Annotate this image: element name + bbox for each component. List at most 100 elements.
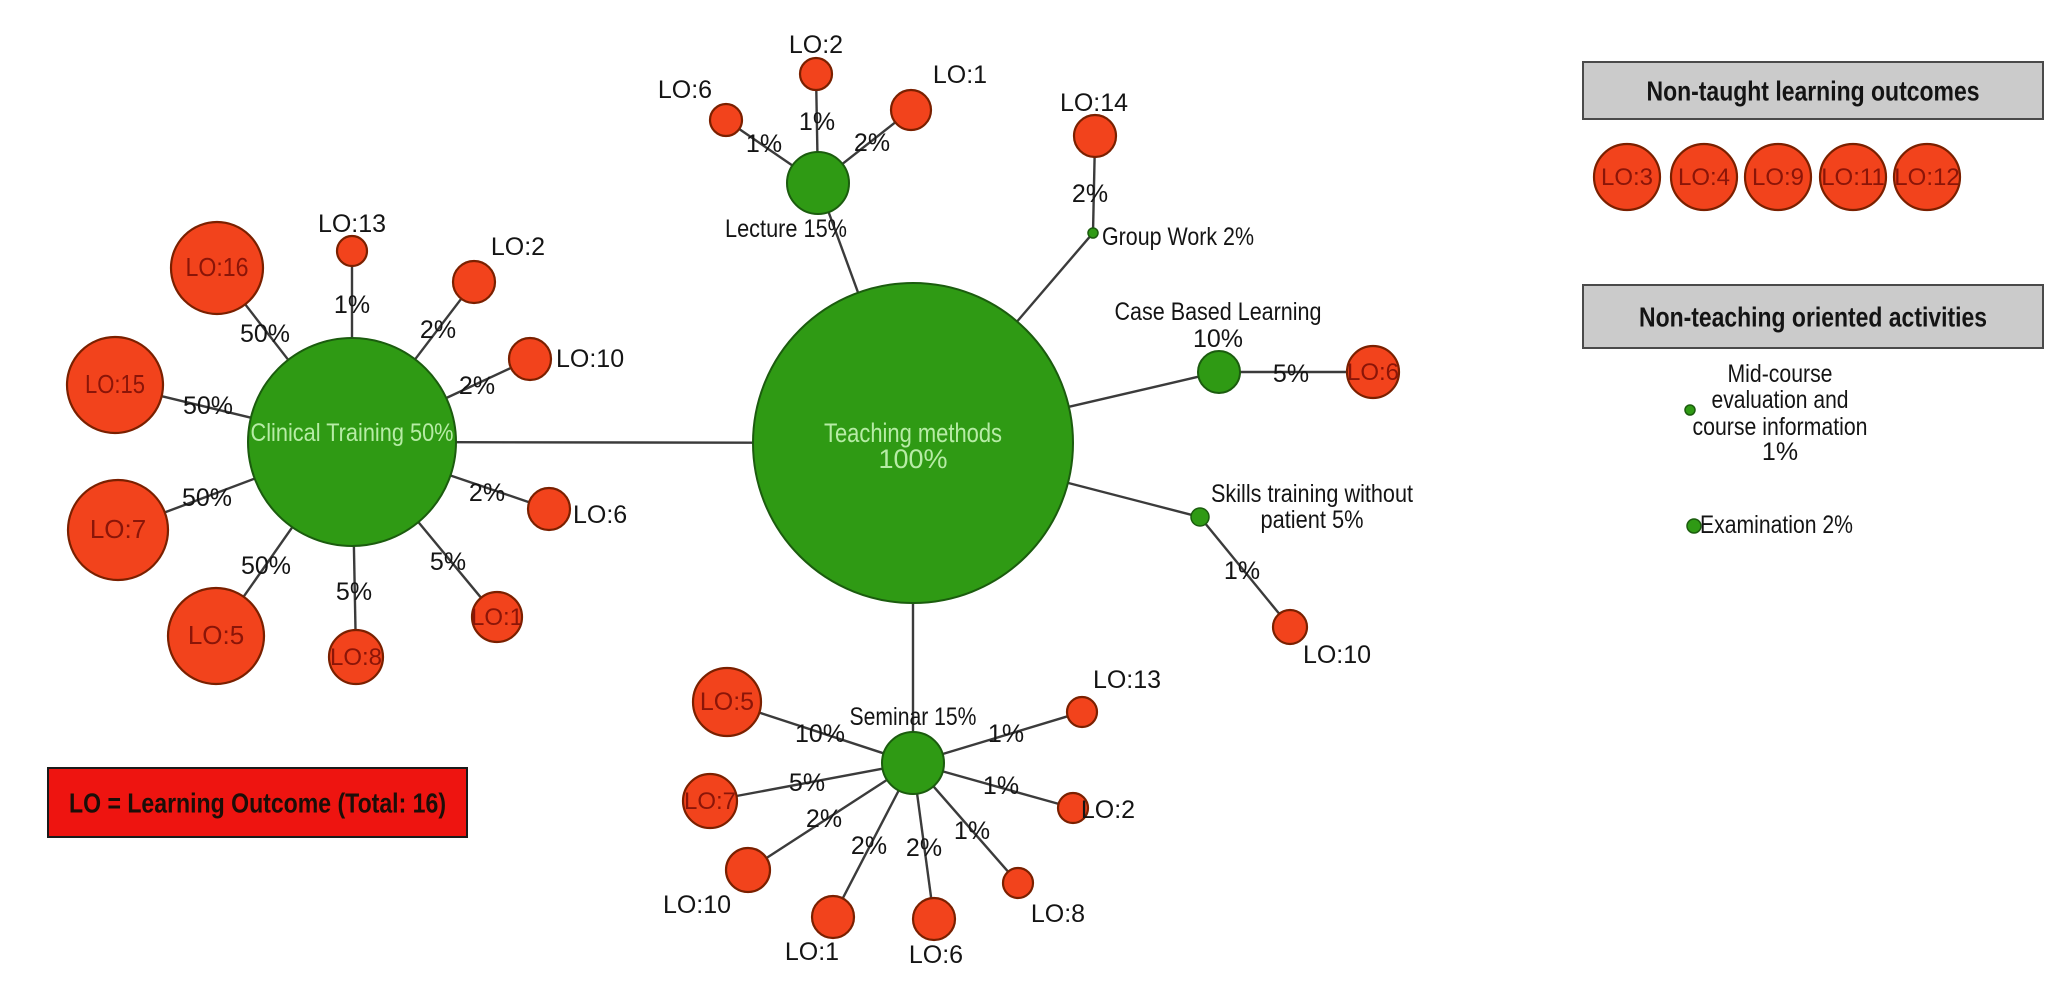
- label-c_lo15: LO:15: [85, 369, 145, 399]
- node-seminar: [881, 731, 945, 795]
- node-m_lo8: [1001, 866, 1035, 900]
- node-leg_lo3: [1592, 142, 1662, 212]
- edge-teaching-cbl: [1068, 375, 1199, 408]
- node-leg_lo9: [1743, 142, 1813, 212]
- label-cbl: 10%: [1193, 325, 1243, 353]
- label-skills: patient 5%: [1261, 506, 1364, 534]
- edge-clinical-c_lo2: [414, 297, 463, 361]
- label-skills: Skills training without: [1211, 480, 1413, 508]
- edge-clinical-c_lo6: [450, 474, 530, 504]
- legend-text-midcourse-evaluation: Mid-course: [1728, 360, 1833, 388]
- node-m_lo6: [911, 896, 957, 942]
- node-skills: [1190, 507, 1210, 527]
- edge-label-lecture-l_lo1: 2%: [854, 129, 890, 157]
- edge-lecture-l_lo2: [815, 89, 819, 153]
- node-s_lo10: [1271, 608, 1309, 646]
- node-lecture: [786, 151, 850, 215]
- edge-label-clinical-c_lo5: 50%: [241, 552, 291, 580]
- legend-title-non-taught: Non-taught learning outcomes: [1647, 75, 1980, 106]
- label-leg_lo11: LO:11: [1821, 164, 1885, 191]
- label-c_lo16: LO:16: [186, 252, 249, 282]
- label-seminar: Seminar 15%: [850, 703, 977, 731]
- label-c_lo6: LO:6: [573, 501, 627, 529]
- edge-label-clinical-c_lo10: 2%: [459, 372, 495, 400]
- label-l_lo1: LO:1: [933, 61, 987, 89]
- edge-seminar-m_lo13: [942, 715, 1068, 756]
- label-m_lo7: LO:7: [684, 788, 736, 815]
- label-c_lo13: LO:13: [318, 210, 386, 238]
- label-groupwork: Group Work 2%: [1102, 223, 1254, 251]
- edge-seminar-m_lo1: [841, 789, 900, 899]
- edge-label-seminar-m_lo2: 1%: [983, 772, 1019, 800]
- node-l_lo2: [798, 56, 834, 92]
- node-eval_dot: [1684, 404, 1696, 416]
- node-c_lo8: [327, 628, 385, 686]
- label-cbl: Case Based Learning: [1115, 298, 1322, 326]
- label-c_lo8: LO:8: [330, 644, 382, 671]
- label-c_lo2: LO:2: [491, 233, 545, 261]
- label-l_lo2: LO:2: [789, 31, 843, 59]
- legend-title-non-teaching: Non-teaching oriented activities: [1639, 301, 1987, 332]
- label-c_lo1: LO:1: [471, 604, 523, 631]
- legend-box-non-taught: [1582, 61, 2044, 120]
- edge-label-groupwork-g_lo14: 2%: [1072, 180, 1108, 208]
- label-m_lo5: LO:5: [700, 688, 754, 716]
- edge-clinical-c_lo15: [161, 395, 252, 419]
- node-l_lo6: [708, 102, 744, 138]
- edge-label-clinical-c_lo1: 5%: [430, 548, 466, 576]
- edge-teaching-lecture: [827, 211, 860, 294]
- label-g_lo14: LO:14: [1060, 89, 1128, 117]
- node-c_lo10: [507, 336, 553, 382]
- label-leg_lo12: LO:12: [1894, 164, 1959, 191]
- label-leg_lo3: LO:3: [1601, 164, 1653, 191]
- edge-label-clinical-c_lo7: 50%: [182, 484, 232, 512]
- legend-text-midcourse-evaluation: course information: [1693, 413, 1868, 441]
- node-c_lo5: [166, 586, 266, 686]
- edge-label-seminar-m_lo8: 1%: [954, 817, 990, 845]
- label-clinical: Clinical Training 50%: [251, 419, 454, 447]
- node-m_lo5: [691, 666, 763, 738]
- node-m_lo7: [681, 772, 739, 830]
- edge-groupwork-g_lo14: [1091, 156, 1096, 229]
- edge-teaching-clinical: [455, 441, 754, 444]
- edge-label-clinical-c_lo13: 1%: [334, 291, 370, 319]
- edge-label-seminar-m_lo13: 1%: [988, 720, 1024, 748]
- legend-text-midcourse-evaluation: evaluation and: [1712, 386, 1849, 414]
- node-teaching: [752, 282, 1074, 604]
- legend-text-examination: Examination 2%: [1700, 511, 1853, 539]
- note-box: [47, 767, 468, 838]
- node-c_lo13: [335, 234, 369, 268]
- edge-label-clinical-c_lo8: 5%: [336, 578, 372, 606]
- label-c_lo7: LO:7: [90, 514, 146, 544]
- label-l_lo6: LO:6: [658, 76, 712, 104]
- edge-label-lecture-l_lo6: 1%: [746, 130, 782, 158]
- label-m_lo8: LO:8: [1031, 900, 1085, 928]
- node-b_lo6: [1345, 344, 1401, 400]
- edge-label-seminar-m_lo1: 2%: [851, 832, 887, 860]
- node-clinical: [247, 337, 457, 547]
- node-g_lo14: [1072, 113, 1118, 159]
- edge-label-cbl-b_lo6: 5%: [1273, 360, 1309, 388]
- edge-lecture-l_lo1: [841, 121, 897, 165]
- node-m_lo2: [1056, 791, 1090, 825]
- edge-label-clinical-c_lo16: 50%: [240, 320, 290, 348]
- edge-label-seminar-m_lo10: 2%: [806, 805, 842, 833]
- label-c_lo10: LO:10: [556, 345, 624, 373]
- node-leg_lo4: [1669, 142, 1739, 212]
- edge-seminar-m_lo10: [765, 778, 888, 860]
- label-b_lo6: LO:6: [1347, 359, 1399, 386]
- edge-seminar-m_lo2: [942, 770, 1059, 806]
- edge-clinical-c_lo8: [352, 545, 357, 631]
- edge-seminar-m_lo8: [932, 785, 1010, 873]
- label-leg_lo9: LO:9: [1752, 164, 1804, 191]
- edge-clinical-c_lo1: [417, 521, 482, 599]
- edge-label-seminar-m_lo6: 2%: [906, 834, 942, 862]
- legend-box-non-teaching: [1582, 284, 2044, 349]
- note-text: LO = Learning Outcome (Total: 16): [69, 787, 446, 818]
- node-groupwork: [1087, 227, 1099, 239]
- node-exam_dot: [1686, 518, 1702, 534]
- label-m_lo1: LO:1: [785, 938, 839, 966]
- edge-seminar-m_lo7: [736, 767, 883, 798]
